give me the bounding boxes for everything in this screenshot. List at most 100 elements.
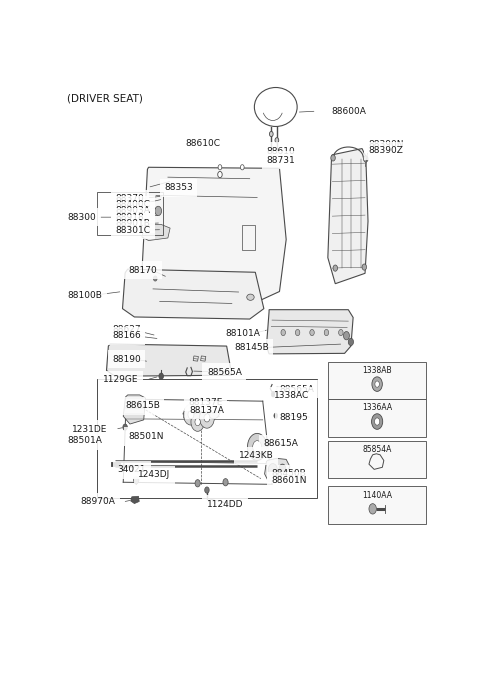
- Circle shape: [372, 414, 383, 429]
- Circle shape: [374, 418, 380, 425]
- Polygon shape: [122, 269, 264, 319]
- Circle shape: [310, 329, 314, 335]
- Text: 88731: 88731: [266, 155, 295, 165]
- Text: 1243DJ: 1243DJ: [138, 470, 170, 479]
- Text: 88615A: 88615A: [264, 439, 299, 448]
- Circle shape: [204, 487, 209, 493]
- FancyBboxPatch shape: [328, 441, 426, 478]
- Polygon shape: [264, 458, 290, 481]
- Text: 88565A: 88565A: [207, 368, 242, 377]
- Text: 88615B: 88615B: [125, 402, 160, 410]
- Text: 88970A: 88970A: [80, 497, 115, 506]
- Circle shape: [159, 373, 163, 379]
- Circle shape: [338, 329, 343, 335]
- Polygon shape: [328, 148, 368, 284]
- Circle shape: [195, 480, 200, 487]
- Text: 88101A: 88101A: [226, 329, 261, 338]
- Text: 88501A: 88501A: [67, 436, 102, 446]
- Text: 88390Z: 88390Z: [369, 146, 404, 155]
- Text: 1338AB: 1338AB: [362, 366, 392, 375]
- Text: 88390N: 88390N: [369, 140, 404, 149]
- Circle shape: [372, 377, 383, 392]
- Polygon shape: [107, 344, 232, 376]
- Text: 88100B: 88100B: [67, 291, 102, 300]
- Text: 88565A: 88565A: [279, 385, 314, 394]
- Circle shape: [348, 338, 353, 346]
- Text: 88166: 88166: [112, 331, 141, 340]
- Circle shape: [200, 408, 215, 428]
- Circle shape: [279, 464, 286, 473]
- Circle shape: [269, 132, 273, 136]
- Text: 88145B: 88145B: [234, 343, 269, 352]
- Circle shape: [188, 410, 194, 419]
- Circle shape: [271, 392, 275, 397]
- Circle shape: [344, 331, 349, 340]
- Text: 1243KB: 1243KB: [239, 452, 273, 460]
- Circle shape: [281, 329, 286, 335]
- Text: 88353: 88353: [164, 183, 193, 192]
- Text: 88627: 88627: [112, 325, 141, 334]
- Circle shape: [207, 400, 220, 419]
- Circle shape: [375, 381, 379, 387]
- Circle shape: [331, 155, 335, 161]
- Text: 88903A: 88903A: [116, 207, 151, 215]
- Text: 88610C: 88610C: [185, 139, 220, 148]
- Polygon shape: [266, 310, 353, 354]
- Circle shape: [295, 329, 300, 335]
- Text: 88601N: 88601N: [271, 476, 307, 485]
- FancyBboxPatch shape: [328, 362, 426, 399]
- Text: 88400C: 88400C: [116, 200, 151, 209]
- Text: 88300: 88300: [67, 213, 96, 221]
- Circle shape: [333, 265, 337, 271]
- Text: 88610: 88610: [266, 146, 295, 156]
- Circle shape: [154, 276, 157, 281]
- Circle shape: [363, 156, 368, 162]
- Text: 88901B: 88901B: [116, 219, 151, 228]
- FancyBboxPatch shape: [328, 487, 426, 524]
- Circle shape: [369, 504, 376, 514]
- Text: 88137A: 88137A: [190, 406, 224, 414]
- Circle shape: [275, 138, 279, 143]
- Circle shape: [211, 406, 216, 413]
- Circle shape: [155, 207, 162, 215]
- Text: (DRIVER SEAT): (DRIVER SEAT): [67, 93, 144, 103]
- Circle shape: [123, 424, 127, 430]
- Circle shape: [204, 414, 210, 422]
- Circle shape: [223, 479, 228, 486]
- Circle shape: [133, 477, 139, 484]
- Text: 1336AA: 1336AA: [362, 403, 392, 412]
- Text: 88190: 88190: [112, 354, 141, 364]
- Text: 34021: 34021: [118, 465, 146, 475]
- Ellipse shape: [247, 294, 254, 300]
- Circle shape: [240, 165, 244, 170]
- Circle shape: [183, 404, 198, 425]
- Circle shape: [324, 329, 329, 335]
- Text: 88501N: 88501N: [129, 432, 164, 441]
- Text: 1338AC: 1338AC: [274, 392, 309, 400]
- Text: 1129GE: 1129GE: [103, 375, 138, 384]
- Circle shape: [218, 171, 222, 178]
- Circle shape: [248, 433, 267, 460]
- Text: 88450B: 88450B: [271, 469, 306, 479]
- Circle shape: [195, 418, 200, 426]
- Text: 88301C: 88301C: [116, 225, 151, 235]
- Polygon shape: [142, 225, 170, 240]
- Text: 88600A: 88600A: [332, 107, 366, 115]
- Text: 85854A: 85854A: [362, 445, 392, 454]
- Circle shape: [218, 165, 222, 170]
- Text: 88195: 88195: [279, 413, 308, 422]
- Polygon shape: [131, 496, 139, 504]
- Circle shape: [362, 264, 367, 270]
- Circle shape: [274, 413, 277, 418]
- Text: 88918: 88918: [116, 213, 144, 221]
- Polygon shape: [123, 395, 145, 424]
- Circle shape: [252, 441, 262, 453]
- FancyBboxPatch shape: [328, 399, 426, 437]
- Text: 1140AA: 1140AA: [362, 491, 392, 500]
- Circle shape: [191, 412, 204, 431]
- Polygon shape: [142, 167, 286, 304]
- Text: 88370: 88370: [116, 194, 144, 203]
- Text: 1231DE: 1231DE: [72, 425, 108, 434]
- Text: 88170: 88170: [129, 266, 157, 275]
- Text: 1124DD: 1124DD: [207, 500, 243, 508]
